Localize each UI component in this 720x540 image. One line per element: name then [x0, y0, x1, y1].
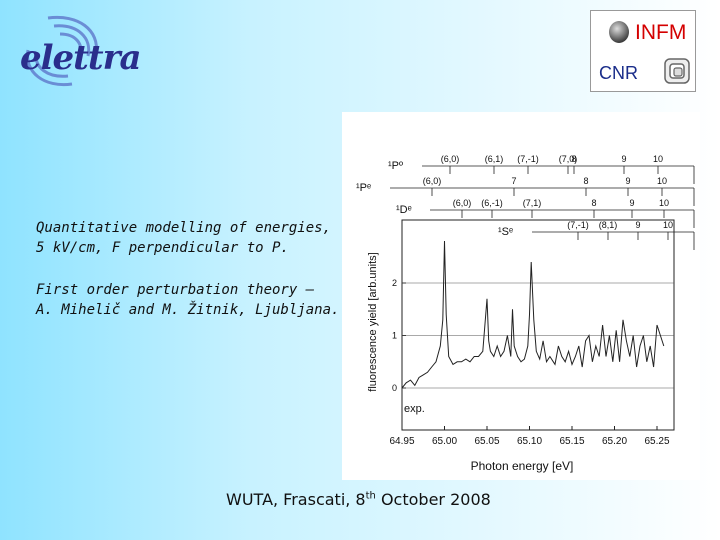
cnr-icon: [664, 58, 690, 84]
footer-prefix: WUTA, Frascati, 8: [226, 490, 366, 509]
state-label: ¹Dᵉ: [396, 204, 412, 216]
description-line-2: 5 kV/cm, F perpendicular to P.: [36, 240, 289, 256]
cnr-label: CNR: [599, 63, 638, 83]
state-marker-label: (8,1): [599, 220, 618, 230]
state-marker-label: (7,-1): [567, 220, 589, 230]
state-marker-label: 9: [621, 154, 626, 164]
state-marker-label: (6,0): [453, 198, 472, 208]
description-line-3: First order perturbation theory –: [36, 282, 315, 298]
y-tick-label: 2: [392, 278, 397, 288]
x-tick-label: 65.15: [559, 436, 584, 447]
x-tick-label: 65.20: [602, 436, 627, 447]
state-label: ¹Sᵉ: [498, 226, 513, 238]
footer-sup: th: [365, 490, 376, 502]
state-marker-label: (6,0): [423, 176, 442, 186]
state-marker-label: 10: [663, 220, 673, 230]
logo-swirl-icon: [26, 15, 98, 87]
y-axis-label: fluorescence yield [arb.units]: [367, 252, 379, 391]
state-marker-label: (7,1): [523, 198, 542, 208]
x-tick-label: 65.10: [517, 436, 542, 447]
infm-label: INFM: [635, 21, 687, 44]
state-marker-label: (7,-1): [517, 154, 539, 164]
x-tick-label: 65.05: [474, 436, 499, 447]
description-line-1: Quantitative modelling of energies,: [36, 220, 332, 236]
footer: WUTA, Frascati, 8th October 2008: [226, 490, 491, 509]
state-label: ¹Pᵉ: [356, 182, 371, 194]
state-marker-label: (6,-1): [481, 198, 503, 208]
x-tick-label: 65.00: [432, 436, 457, 447]
y-tick-label: 0: [392, 383, 397, 393]
spectrum-plot: ¹Pº (6,0) (6,1) (7,-1) (7,0) 8 9 10 ¹Pᵉ (6,0) 7 8 9 1…: [342, 112, 700, 480]
logo-text: elettra: [20, 38, 142, 78]
state-marker-label: 7: [511, 176, 516, 186]
state-marker-label: (7,0): [559, 154, 578, 164]
x-tick-label: 64.95: [389, 436, 414, 447]
state-marker-label: 10: [653, 154, 663, 164]
state-marker-label: (6,1): [485, 154, 504, 164]
infm-sphere-icon: [609, 21, 629, 43]
state-marker-label: 8: [583, 176, 588, 186]
state-marker-label: 10: [659, 198, 669, 208]
y-tick-labels: 0 1 2: [392, 278, 397, 393]
series-line-exp: [401, 240, 665, 389]
chart-axes: [401, 219, 675, 431]
x-tick-labels: 64.95 65.00 65.05 65.10 65.15 65.20 65.25: [389, 436, 669, 447]
x-tick-label: 65.25: [644, 436, 669, 447]
description-line-4: A. Mihelič and M. Žitnik, Ljubljana.: [36, 302, 340, 318]
state-marker-label: 9: [625, 176, 630, 186]
y-tick-label: 1: [392, 331, 397, 341]
series-label-exp: exp.: [404, 403, 425, 415]
footer-suffix: October 2008: [375, 490, 491, 509]
state-marker-label: 8: [591, 198, 596, 208]
state-marker-label: 10: [657, 176, 667, 186]
state-marker-label: 9: [629, 198, 634, 208]
x-axis-label: Photon energy [eV]: [471, 459, 574, 473]
description: Quantitative modelling of energies, 5 kV…: [36, 218, 339, 320]
state-marker-label: 8: [571, 154, 576, 164]
state-marker-label: (6,0): [441, 154, 460, 164]
state-label: ¹Pº: [388, 160, 403, 172]
institution-logos: INFM CNR: [590, 10, 696, 92]
plot-frame: [401, 219, 675, 431]
state-marker-label: 9: [635, 220, 640, 230]
elettra-logo: elettra: [8, 10, 142, 92]
